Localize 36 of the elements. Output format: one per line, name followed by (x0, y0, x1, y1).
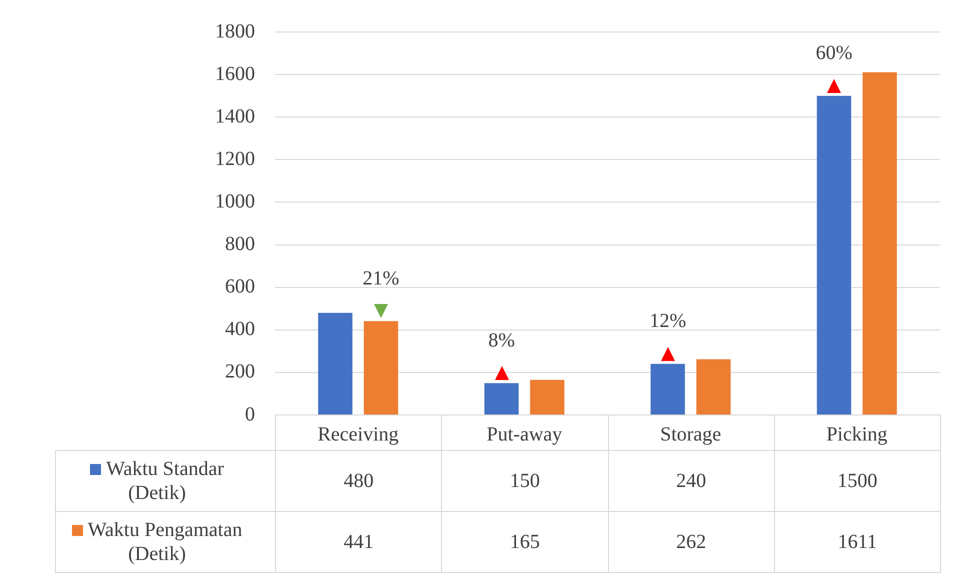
y-tick-label: 400 (225, 318, 255, 340)
y-tick-label: 200 (225, 360, 255, 383)
y-tick-label: 600 (225, 276, 255, 298)
legend-label: Waktu Standar (Detik) (105, 457, 225, 505)
x-tick-label: Put-away (486, 423, 562, 446)
y-tick-label: 1800 (215, 20, 255, 42)
data-label: 262 (608, 511, 775, 573)
data-label: 441 (275, 511, 442, 573)
annotation: 21% (362, 267, 400, 290)
bar (696, 359, 731, 414)
x-tick-label: Picking (826, 423, 888, 446)
x-tick-label: Receiving (318, 423, 399, 446)
y-tick-label: 1200 (215, 148, 255, 170)
bar (364, 321, 398, 414)
data-label: 240 (608, 450, 775, 512)
annotation: 8% (488, 329, 515, 352)
legend-label: Waktu Pengamatan (Detik) (86, 518, 244, 566)
bar (318, 312, 352, 414)
bar (484, 383, 519, 414)
x-tick-label: Storage (660, 423, 722, 446)
y-tick-label: 1000 (215, 190, 255, 212)
y-tick-label: 0 (245, 403, 255, 426)
annotation: 60% (816, 42, 852, 64)
y-tick-label: 1600 (215, 62, 255, 85)
data-label: 1500 (774, 450, 941, 512)
data-label: 1611 (774, 511, 941, 573)
y-tick-label: 1400 (215, 105, 255, 128)
bar (530, 380, 564, 414)
data-label: 165 (441, 511, 608, 573)
bar (862, 72, 897, 414)
annotation: 12% (649, 310, 686, 332)
data-label: 480 (275, 450, 442, 512)
bar (650, 364, 685, 414)
data-label: 150 (441, 450, 608, 512)
y-tick-label: 800 (225, 233, 255, 256)
bar (816, 96, 852, 414)
